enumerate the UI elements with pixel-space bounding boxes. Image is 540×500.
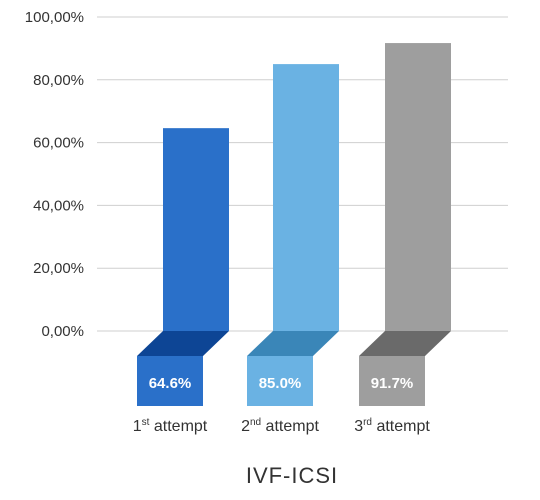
bar-fold-face [359,331,451,356]
x-axis-categories: 1st attempt 2nd attempt 3rd attempt [133,417,431,435]
bar [385,43,451,331]
bar-value-label: 91.7% [371,375,414,392]
bar-fold-face [137,331,229,356]
y-tick-label: 80,00% [33,72,84,89]
bar [163,128,229,331]
y-tick-label: 0,00% [41,323,84,340]
category-label: 2nd attempt [241,417,319,435]
bar-group: 91.7% [359,43,451,406]
bar [273,64,339,331]
category-label: 1st attempt [133,417,208,435]
y-tick-label: 60,00% [33,135,84,152]
y-tick-label: 100,00% [25,9,84,26]
bar-base-box [137,356,203,406]
category-label: 3rd attempt [354,417,430,435]
y-tick-label: 40,00% [33,197,84,214]
y-axis-ticks: 0,00% 20,00% 40,00% 60,00% 80,00% 100,00% [25,9,84,340]
bar-value-label: 64.6% [149,375,192,392]
bar-value-label: 85.0% [259,375,302,392]
bar-base-box [359,356,425,406]
bars: 64.6% 85.0% 91.7% [137,43,451,406]
bar-base-box [247,356,313,406]
y-tick-label: 20,00% [33,260,84,277]
bar-fold-face [247,331,339,356]
bar-group: 64.6% [137,128,229,406]
bar-group: 85.0% [247,64,339,406]
chart-title: IVF-ICSI [246,463,338,488]
